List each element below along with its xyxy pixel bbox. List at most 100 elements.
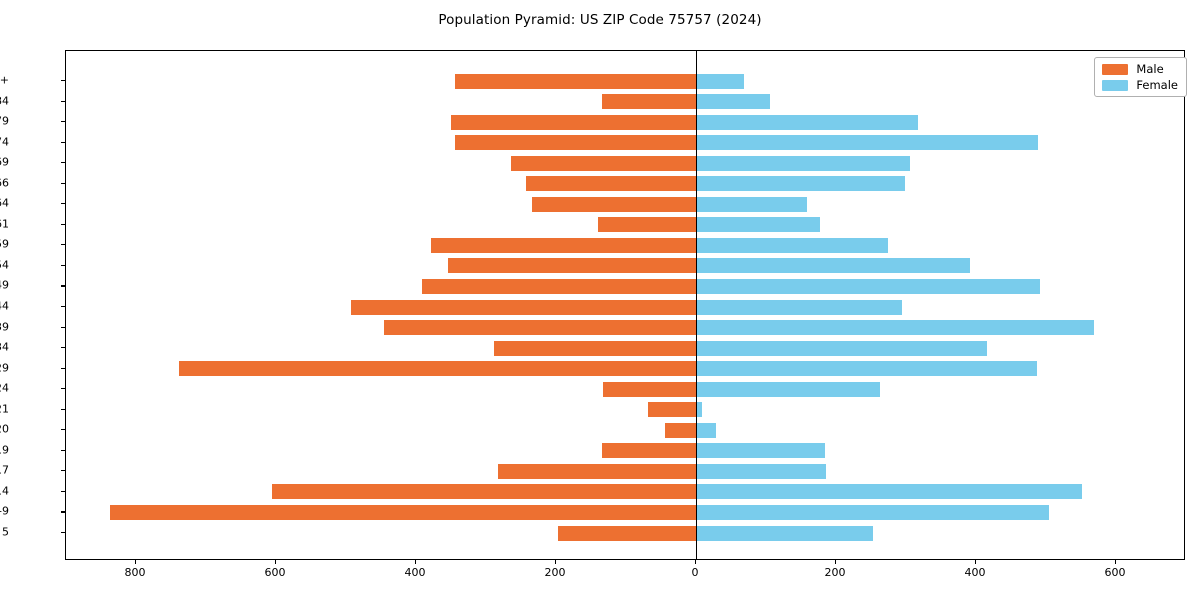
y-axis-tick-mark bbox=[61, 141, 66, 143]
bar-male bbox=[179, 361, 696, 377]
x-axis-tick-label: 600 bbox=[264, 566, 286, 579]
y-axis-tick-mark bbox=[61, 244, 66, 246]
bar-female bbox=[696, 463, 827, 479]
y-axis-tick-mark bbox=[61, 429, 66, 431]
y-axis-tick-label: 62-64 bbox=[0, 196, 9, 210]
bar-male bbox=[665, 422, 696, 438]
y-axis-tick-mark bbox=[61, 388, 66, 390]
y-axis-tick-mark bbox=[61, 264, 66, 266]
y-axis-tick-label: 55-59 bbox=[0, 237, 9, 251]
bar-male bbox=[602, 381, 696, 397]
y-axis-tick-label: 65-66 bbox=[0, 176, 9, 190]
y-axis-tick-mark bbox=[61, 203, 66, 205]
x-axis-tick-mark bbox=[835, 560, 837, 564]
y-axis-tick-mark bbox=[61, 223, 66, 225]
y-axis-tick-label: 20 bbox=[0, 422, 9, 436]
y-axis-tick-mark bbox=[61, 182, 66, 184]
y-axis-tick-label: Under 5 bbox=[0, 525, 9, 539]
y-axis-tick-label: 85+ bbox=[0, 73, 9, 87]
y-axis-tick-mark bbox=[61, 470, 66, 472]
legend-item: Female bbox=[1102, 79, 1178, 91]
bar-female bbox=[696, 361, 1037, 377]
bar-male bbox=[271, 484, 696, 500]
y-axis-tick-mark bbox=[61, 306, 66, 308]
bar-male bbox=[350, 299, 696, 315]
bar-female bbox=[696, 525, 874, 541]
y-axis-tick-label: 21 bbox=[0, 402, 9, 416]
y-axis-tick-label: 25-29 bbox=[0, 361, 9, 375]
y-axis-tick-mark bbox=[61, 80, 66, 82]
bar-female bbox=[696, 381, 881, 397]
chart-title: Population Pyramid: US ZIP Code 75757 (2… bbox=[438, 12, 762, 28]
legend-color-swatch bbox=[1102, 79, 1129, 91]
y-axis-tick-mark bbox=[61, 326, 66, 328]
y-axis-tick-label: 35-39 bbox=[0, 320, 9, 334]
y-axis-tick-label: 5-9 bbox=[0, 504, 9, 518]
y-axis-tick-label: 10-14 bbox=[0, 484, 9, 498]
bar-female bbox=[696, 176, 906, 192]
x-axis-tick-mark bbox=[415, 560, 417, 564]
bar-female bbox=[696, 278, 1040, 294]
bar-female bbox=[696, 196, 807, 212]
bar-male bbox=[497, 463, 696, 479]
bar-female bbox=[696, 73, 744, 89]
y-axis-tick-mark bbox=[61, 285, 66, 287]
bar-male bbox=[558, 525, 696, 541]
x-axis-tick-mark bbox=[1115, 560, 1117, 564]
y-axis-tick-label: 18-19 bbox=[0, 443, 9, 457]
y-axis-tick-mark bbox=[61, 367, 66, 369]
bar-male bbox=[383, 320, 696, 336]
y-axis-tick-label: 22-24 bbox=[0, 381, 9, 395]
y-axis-tick-mark bbox=[61, 347, 66, 349]
bar-female bbox=[696, 402, 702, 418]
y-axis-tick-mark bbox=[61, 408, 66, 410]
y-axis-tick-mark bbox=[61, 162, 66, 164]
bar-female bbox=[696, 443, 825, 459]
bar-male bbox=[431, 237, 696, 253]
y-axis-tick-label: 75-79 bbox=[0, 114, 9, 128]
y-axis-tick-label: 67-69 bbox=[0, 155, 9, 169]
y-axis-tick-label: 40-44 bbox=[0, 299, 9, 313]
legend-item: Male bbox=[1102, 63, 1178, 75]
x-axis-tick-label: 600 bbox=[1104, 566, 1126, 579]
bar-female bbox=[696, 155, 910, 171]
bar-male bbox=[421, 278, 696, 294]
bar-female bbox=[696, 114, 918, 130]
y-axis-tick-mark bbox=[61, 100, 66, 102]
bar-female bbox=[696, 340, 987, 356]
x-axis-tick-label: 800 bbox=[124, 566, 146, 579]
bar-male bbox=[447, 258, 696, 274]
bar-male bbox=[531, 196, 696, 212]
x-axis-tick-mark bbox=[975, 560, 977, 564]
bar-male bbox=[454, 135, 696, 151]
bar-male bbox=[598, 217, 696, 233]
bar-female bbox=[696, 237, 888, 253]
y-axis-tick-mark bbox=[61, 121, 66, 123]
y-axis-tick-label: 60-61 bbox=[0, 217, 9, 231]
x-axis-tick-label: 400 bbox=[404, 566, 426, 579]
bar-female bbox=[696, 94, 771, 110]
x-axis-tick-mark bbox=[695, 560, 697, 564]
y-axis-tick-mark bbox=[61, 511, 66, 513]
bar-male bbox=[493, 340, 696, 356]
bar-male bbox=[602, 94, 696, 110]
x-axis-tick-mark bbox=[135, 560, 137, 564]
zero-axis-line bbox=[696, 51, 698, 559]
bar-male bbox=[511, 155, 696, 171]
y-axis-tick-label: 30-34 bbox=[0, 340, 9, 354]
y-axis-tick-mark bbox=[61, 532, 66, 534]
bar-female bbox=[696, 217, 820, 233]
y-axis-tick-label: 15-17 bbox=[0, 463, 9, 477]
x-axis-tick-label: 400 bbox=[964, 566, 986, 579]
bars-container bbox=[66, 51, 1184, 559]
bar-female bbox=[696, 299, 902, 315]
bar-female bbox=[696, 258, 970, 274]
chart-legend: Male Female bbox=[1094, 57, 1187, 97]
y-axis-tick-label: 70-74 bbox=[0, 135, 9, 149]
bar-male bbox=[451, 114, 696, 130]
bar-male bbox=[110, 504, 696, 520]
legend-color-swatch bbox=[1102, 63, 1129, 75]
y-axis-tick-mark bbox=[61, 490, 66, 492]
y-axis-tick-label: 80-84 bbox=[0, 94, 9, 108]
legend-item-label: Female bbox=[1136, 78, 1178, 92]
